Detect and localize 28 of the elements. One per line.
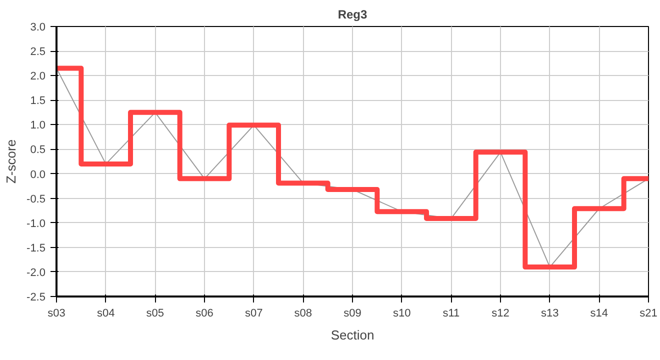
x-tick-label: s05 xyxy=(146,308,164,320)
x-tick-label: s11 xyxy=(442,308,460,320)
y-tick-label: -2.0 xyxy=(26,266,46,279)
x-tick-label: s08 xyxy=(294,308,312,320)
y-tick-label: 0.5 xyxy=(30,144,46,156)
x-tick-label: s12 xyxy=(492,308,510,320)
y-tick-label: 0.0 xyxy=(30,168,46,181)
y-tick-label: 3.0 xyxy=(30,22,46,34)
y-tick-label: -1.0 xyxy=(26,218,46,230)
y-tick-label: 2.5 xyxy=(30,46,46,58)
x-tick-label: s04 xyxy=(96,308,115,320)
x-tick-label: s13 xyxy=(540,308,559,320)
x-tick-label: s07 xyxy=(244,308,263,320)
x-tick-label: s21 xyxy=(640,308,658,320)
x-axis-title: Section xyxy=(330,328,374,342)
chart-title: Reg3 xyxy=(338,8,368,22)
y-tick-label: -1.5 xyxy=(26,242,46,254)
x-tick-label: s10 xyxy=(392,308,411,320)
y-axis-title: Z-score xyxy=(4,139,19,184)
y-tick-label: 1.5 xyxy=(30,95,46,108)
y-tick-label: 2.0 xyxy=(30,70,46,83)
x-tick-label: s03 xyxy=(48,308,66,320)
x-tick-label: s14 xyxy=(590,308,608,320)
y-tick-label: 1.0 xyxy=(30,120,46,132)
x-tick-label: s06 xyxy=(196,308,214,320)
x-tick-label: s09 xyxy=(344,308,362,320)
y-tick-label: -0.5 xyxy=(26,193,46,206)
y-tick-label: -2.5 xyxy=(26,292,46,304)
